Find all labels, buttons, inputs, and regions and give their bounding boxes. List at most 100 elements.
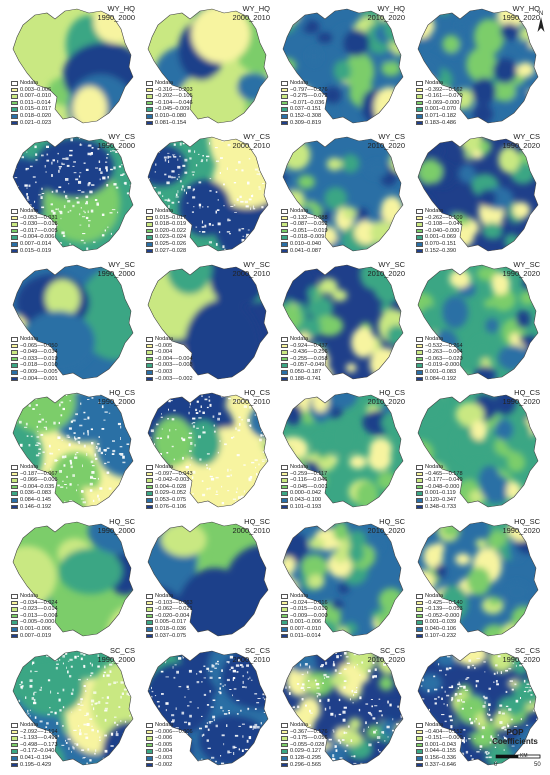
legend-swatch [146,248,153,254]
legend-row: −0.024–−0.016 [281,600,328,607]
legend-swatch [281,215,288,221]
legend-row: −0.151–−0.000 [416,735,463,742]
legend-nodata-label: Nodata [20,722,39,728]
legend-class-label: −0.187–−0.067 [20,470,58,477]
panel-period: 1990_2000 [97,268,135,278]
legend-swatch [281,627,288,632]
panel-key: WY_CS [378,132,405,141]
legend-swatch [146,94,153,99]
north-arrow-icon: N [537,11,545,32]
legend-class-label: −0.049–−0.034 [20,349,58,356]
panel-period: 2000_2010 [232,140,270,150]
legend-row: −0.139–−0.053 [416,606,463,613]
legend-swatch [416,600,423,606]
legend-swatch [416,356,423,362]
legend-swatch [11,723,18,728]
legend-swatch [281,356,288,362]
legend-row: −0.004 [146,349,193,356]
legend-class-label: 0.195–0.429 [20,761,52,768]
legend-row: −0.116–−0.046 [281,477,328,484]
legend-row: −0.005 [146,742,193,749]
legend-class-label: 0.015–0.017 [20,106,52,113]
legend-class-label: 0.084–0.145 [20,496,52,503]
legend-nodata-label: Nodata [20,80,39,86]
legend-swatch [11,107,18,112]
legend-class-label: 0.015–0.017 [155,214,187,221]
legend-swatch [416,350,423,355]
legend-swatch [146,228,153,234]
legend-row: −0.019–0.000 [416,362,463,369]
legend-swatch [11,478,18,483]
legend-row: −0.005–0.000 [11,619,58,626]
legend-row: −0.498–−0.173 [11,742,58,749]
legend-row: 0.001–0.006 [11,626,58,633]
legend-swatch [281,756,288,761]
map-panel: WY_HQ 2010_2020 Nodata −0.797–−0.276 −0.275–… [275,3,407,128]
legend-class-label: 0.156–0.336 [425,754,457,761]
legend-row: −0.187–−0.067 [11,471,58,478]
legend-swatch [146,100,153,106]
map-panel: WY_CS 1990_2020 Nodata −0.262–−0.109 −0.108–… [410,131,542,256]
legend-swatch [146,363,153,368]
legend-row: −0.045–−0.001 [281,484,328,491]
panel-period: 2000_2010 [232,525,270,535]
legend-row: 0.084–0.145 [11,497,58,504]
legend-nodata-row: Nodata [11,336,58,343]
legend-nodata-label: Nodata [155,464,174,470]
panel-period: 2010_2020 [367,396,405,406]
legend-swatch [11,491,18,496]
legend-class-label: −0.023–−0.014 [20,606,58,613]
scale-unit: KM [520,753,528,759]
legend-swatch [281,478,288,483]
map-legend: Nodata −0.034–−0.024 −0.023–−0.014 −0.013–−… [11,593,58,639]
legend-row: 0.156–0.336 [416,755,463,762]
panel-period: 1990_2000 [97,140,135,150]
legend-nodata-label: Nodata [155,80,174,86]
legend-swatch [146,222,153,227]
map-panel: HQ_CS 1990_2020 Nodata −0.465–−0.178 −0.177–… [410,387,542,512]
legend-swatch [146,607,153,612]
panel-key: HQ_SC [379,517,405,526]
map-panel: HQ_SC 1990_2000 Nodata −0.034–−0.024 −0.023–… [5,516,137,641]
panel-title: HQ_SC 1990_2020 [502,517,540,535]
map-canvas [417,264,539,380]
pop-label: POP [506,728,524,737]
legend-row: 0.029–0.127 [281,748,328,755]
legend-row: 0.041–0.194 [11,755,58,762]
map-panel: WY_CS 2000_2010 Nodata 0.015–0.017 0.018–0.0… [140,131,272,256]
legend-row: 0.195–0.429 [11,762,58,769]
map-panel: WY_SC 1990_2020 Nodata −0.532–−0.264 −0.263–… [410,259,542,384]
map-canvas [417,650,539,766]
legend-row: 0.001–0.043 [416,742,463,749]
legend-class-label: 0.011–0.014 [20,99,51,106]
legend-swatch [146,756,153,761]
panel-key: HQ_SC [244,517,270,526]
legend-class-label: −0.003 [155,368,173,375]
legend-nodata-row: Nodata [281,722,328,729]
legend-class-label: −0.108–−0.041 [425,221,463,228]
legend-nodata-row: Nodata [146,336,193,343]
panel-period: 2010_2020 [367,654,405,664]
legend-class-label: 0.021–0.023 [20,119,52,126]
legend-class-label: 0.001–0.006 [20,625,52,632]
legend-class-label: 0.025–0.026 [155,240,187,247]
legend-row: 0.050–0.187 [281,369,328,376]
legend-nodata-row: Nodata [281,336,328,343]
panel-key: SC_CS [379,646,405,655]
legend-swatch [11,248,18,254]
legend-row: −0.425–−0.140 [416,600,463,607]
legend-class-label: −0.019–0.000 [425,362,460,369]
panel-key: HQ_SC [109,517,135,526]
legend-row: −0.797–−0.276 [281,87,328,94]
legend-row: 0.001–0.069 [416,234,463,241]
legend-swatch [146,749,153,754]
map-legend: Nodata 0.003–0.006 0.007–0.010 0.011–0.014 0… [11,80,51,126]
legend-swatch [416,594,423,599]
legend-swatch [416,222,423,227]
legend-row: 0.337–0.646 [416,762,463,769]
legend-row: −0.066–−0.005 [11,477,58,484]
legend-row: −0.033–−0.019 [11,356,58,363]
legend-class-label: −0.006–−0.006 [155,728,193,735]
legend-class-label: −0.069–0.000 [425,99,460,106]
legend-class-label: 0.337–0.646 [425,761,457,768]
